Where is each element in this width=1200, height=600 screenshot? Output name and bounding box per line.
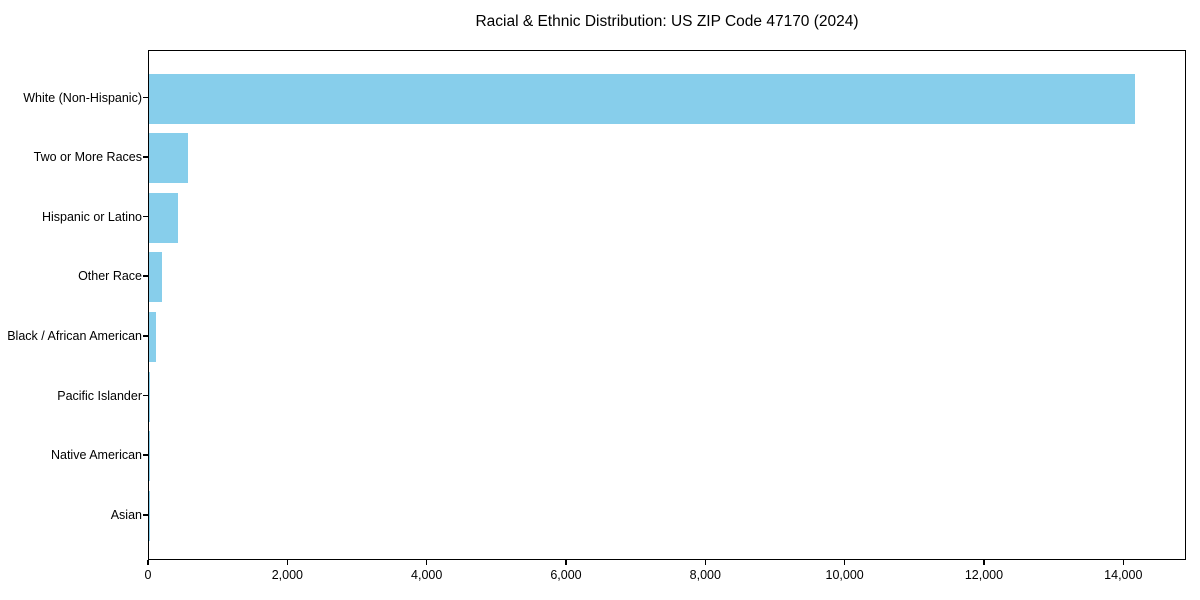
bar-two-or-more-races — [149, 133, 189, 184]
y-axis-label: Pacific Islander — [57, 388, 142, 403]
x-axis-tick-label: 10,000 — [825, 568, 864, 582]
x-axis-tick-label: 12,000 — [964, 568, 1004, 582]
x-axis-tick-label: 6,000 — [550, 568, 582, 582]
y-axis-tick — [143, 215, 148, 218]
y-axis-label: Black / African American — [7, 329, 142, 344]
x-axis-tick-label: 8,000 — [689, 568, 721, 582]
x-axis-tick — [1122, 560, 1125, 565]
x-axis-tick — [425, 560, 428, 565]
y-axis-tick — [143, 394, 148, 397]
x-axis-tick-label: 2,000 — [271, 568, 303, 582]
x-axis-tick — [565, 560, 567, 565]
y-axis-label: Two or More Races — [33, 150, 142, 165]
x-axis-tick — [147, 560, 149, 565]
y-axis-label: Native American — [50, 448, 142, 463]
x-axis-tick — [843, 560, 846, 565]
y-axis-tick — [143, 156, 148, 158]
y-axis-label: Other Race — [78, 269, 142, 284]
bar-hispanic-or-latino — [149, 192, 178, 243]
plot-area — [148, 50, 1186, 560]
x-axis-tick — [983, 560, 985, 565]
x-axis-tick — [704, 560, 707, 565]
y-axis-tick — [143, 513, 148, 516]
y-axis-tick — [143, 96, 148, 99]
x-axis-tick-label: 14,000 — [1104, 568, 1143, 582]
bar-white-non-hispanic — [149, 73, 1135, 124]
y-axis-tick — [143, 454, 148, 456]
chart-title: Racial & Ethnic Distribution: US ZIP Cod… — [475, 13, 859, 30]
y-axis-label: Hispanic or Latino — [41, 209, 142, 224]
y-axis-tick — [143, 275, 148, 277]
bar-black-african-american — [149, 312, 157, 363]
y-axis-tick — [143, 335, 148, 337]
bar-other-race — [149, 252, 163, 303]
x-axis-tick-label: 4,000 — [411, 568, 443, 582]
y-axis-label: Asian — [110, 507, 142, 522]
y-axis-label: White (Non-Hispanic) — [23, 90, 142, 105]
bar-pacific-islander — [149, 371, 151, 422]
x-axis-tick — [286, 560, 289, 565]
x-axis-tick-label: 0 — [144, 568, 152, 582]
